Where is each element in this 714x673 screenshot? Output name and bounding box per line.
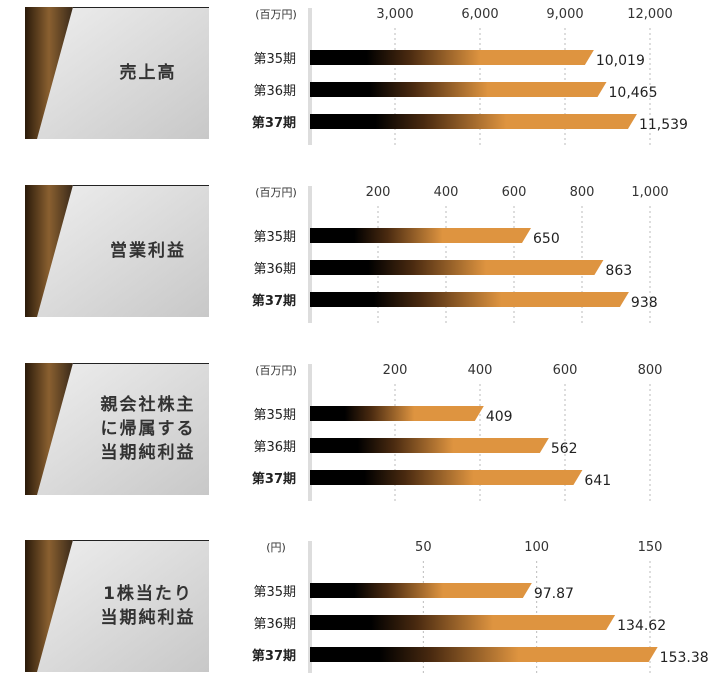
category-label: 第35期: [253, 52, 296, 67]
category-label: 第35期: [253, 230, 296, 245]
bar: [310, 292, 629, 307]
bar: [310, 114, 637, 129]
value-label: 10,019: [596, 53, 645, 69]
metric-title: 売上高: [119, 63, 177, 83]
category-label: 第37期: [252, 293, 296, 309]
category-label: 第37期: [252, 648, 296, 664]
value-label: 10,465: [609, 85, 658, 101]
unit-label: (百万円): [255, 186, 297, 199]
value-label: 641: [584, 473, 611, 489]
chart-panel-net-income: 親会社株主 に帰属する 当期純利益 (百万円) 200 400 600 800 第35期 4…: [0, 356, 714, 501]
unit-label: (百万円): [255, 8, 297, 21]
bar: [310, 260, 604, 275]
x-tick-label: 200: [366, 185, 391, 200]
bar: [310, 647, 658, 662]
metric-title: 1株当たり 当期純利益: [100, 584, 196, 628]
value-label: 11,539: [639, 117, 688, 133]
metric-title: 親会社株主 に帰属する 当期純利益: [100, 395, 196, 463]
metric-card: 営業利益: [25, 185, 209, 317]
metric-card: 1株当たり 当期純利益: [25, 540, 209, 672]
category-label: 第37期: [252, 471, 296, 487]
value-label: 863: [605, 263, 632, 279]
metric-title: 営業利益: [110, 241, 186, 261]
category-label: 第37期: [252, 115, 296, 131]
bar: [310, 82, 607, 97]
x-tick-label: 150: [638, 540, 663, 555]
card-background: [25, 7, 209, 139]
x-tick-label: 50: [415, 540, 432, 555]
chart-panel-eps: 1株当たり 当期純利益 (円) 50 100 150 第35期 97.87 第36期 134.…: [0, 533, 714, 673]
x-tick-label: 12,000: [627, 7, 673, 22]
x-tick-label: 3,000: [376, 7, 413, 22]
chart-panel-sales: 売上高 (百万円) 3,000 6,000 9,000 12,000 第35期 10,019…: [0, 0, 714, 145]
value-label: 562: [551, 441, 578, 457]
x-tick-label: 800: [638, 363, 663, 378]
x-tick-label: 9,000: [546, 7, 583, 22]
x-tick-label: 6,000: [461, 7, 498, 22]
category-label: 第36期: [253, 617, 296, 632]
bar-chart: (百万円) 200 400 600 800 1,000 第35期 650 第36期 863 第37期…: [252, 185, 669, 323]
category-label: 第36期: [253, 440, 296, 455]
metric-card: 親会社株主 に帰属する 当期純利益: [25, 363, 209, 495]
value-label: 650: [533, 231, 560, 247]
x-tick-label: 200: [383, 363, 408, 378]
value-label: 938: [631, 295, 658, 311]
bar: [310, 406, 484, 421]
card-background: [25, 363, 209, 495]
x-tick-label: 400: [434, 185, 459, 200]
x-tick-label: 400: [468, 363, 493, 378]
category-label: 第35期: [253, 408, 296, 423]
x-tick-label: 100: [524, 540, 549, 555]
card-background: [25, 185, 209, 317]
value-label: 409: [486, 409, 513, 425]
unit-label: (百万円): [255, 364, 297, 377]
bar: [310, 470, 583, 485]
bar: [310, 50, 594, 65]
chart-panel-operating-income: 営業利益 (百万円) 200 400 600 800 1,000 第35期 650 第36期 86…: [0, 178, 714, 323]
bar-chart: (円) 50 100 150 第35期 97.87 第36期 134.62 第37期 153.38: [252, 540, 709, 673]
value-label: 97.87: [534, 586, 574, 602]
x-tick-label: 800: [570, 185, 595, 200]
value-label: 153.38: [660, 650, 709, 666]
bar: [310, 228, 531, 243]
category-label: 第35期: [253, 585, 296, 600]
category-label: 第36期: [253, 262, 296, 277]
bar-chart: (百万円) 200 400 600 800 第35期 409 第36期 562 第37期 641: [252, 363, 663, 501]
value-label: 134.62: [617, 618, 666, 634]
bar: [310, 615, 616, 630]
metric-card: 売上高: [25, 7, 209, 139]
card-background: [25, 540, 209, 672]
x-tick-label: 600: [553, 363, 578, 378]
bar: [310, 583, 532, 598]
x-tick-label: 1,000: [631, 185, 668, 200]
unit-label: (円): [266, 541, 286, 554]
bar: [310, 438, 549, 453]
x-tick-label: 600: [502, 185, 527, 200]
category-label: 第36期: [253, 84, 296, 99]
bar-chart: (百万円) 3,000 6,000 9,000 12,000 第35期 10,019 第36期…: [252, 7, 688, 145]
